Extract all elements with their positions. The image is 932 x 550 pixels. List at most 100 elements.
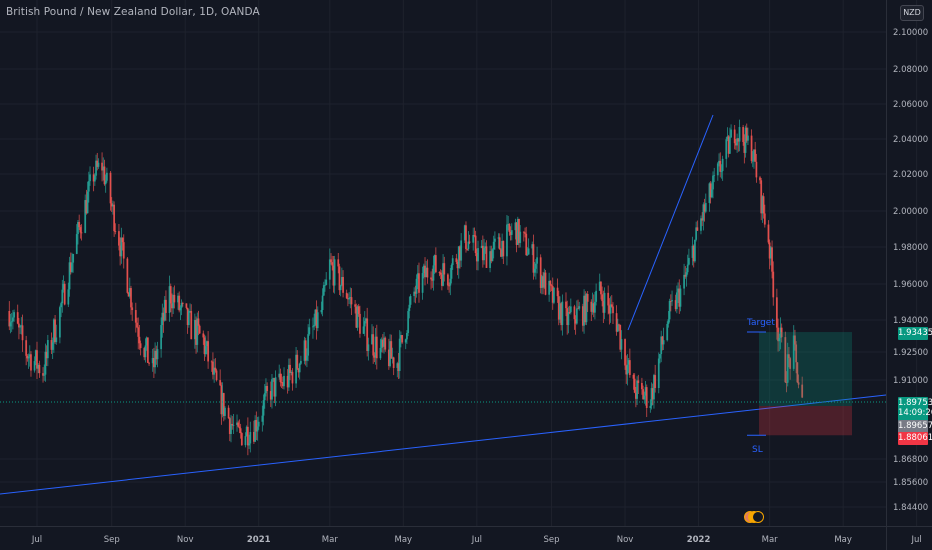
candle-body (627, 360, 630, 365)
candle-body (178, 295, 181, 311)
chart-title: British Pound / New Zealand Dollar, 1D, … (6, 6, 260, 18)
candle-body (455, 258, 458, 262)
candle-body (524, 232, 526, 234)
candle-body (598, 281, 601, 291)
candle-body (618, 324, 620, 326)
candle-body (238, 426, 241, 429)
candle-body (416, 273, 419, 279)
candle-body (559, 303, 561, 320)
candle-body (483, 247, 485, 261)
candle-body (583, 295, 585, 326)
candle-body (206, 341, 208, 347)
candle-body (736, 138, 739, 146)
candle-body (137, 327, 140, 337)
candle-body (624, 339, 626, 366)
candle-body (472, 234, 475, 243)
candle-body (19, 326, 22, 328)
candle-body (539, 257, 542, 288)
candle-body (531, 244, 534, 249)
x-tick-label: Jul (31, 535, 42, 545)
candle-body (553, 287, 555, 303)
mid-price-tag: 1.89657 (898, 420, 932, 433)
candle-body (447, 274, 449, 286)
candle-body (52, 319, 55, 343)
candle-body (130, 288, 132, 308)
candle-body (128, 288, 131, 297)
candle-body (507, 223, 510, 225)
candle-body (439, 272, 442, 275)
candle-body (383, 337, 385, 347)
candle-body (743, 141, 746, 153)
candle-body (202, 333, 205, 338)
candle-body (651, 388, 654, 400)
candle-body (742, 127, 745, 142)
candle-body (58, 307, 61, 338)
candle-body (286, 375, 289, 388)
candle-body (89, 174, 91, 182)
candle-body (354, 304, 357, 307)
candle-body (152, 358, 155, 368)
candle-body (686, 264, 689, 273)
candle-body (204, 346, 207, 355)
candle-body (654, 375, 657, 389)
candle-body (320, 310, 323, 313)
currency-button[interactable]: NZD (900, 5, 924, 21)
candle-body (160, 325, 163, 350)
candle-body (350, 297, 353, 305)
candle-body (272, 378, 275, 380)
y-tick-label: 1.98000 (893, 243, 928, 253)
candle-body (348, 298, 350, 300)
candle-body (372, 334, 375, 356)
x-tick-label: Sep (104, 535, 120, 545)
candle-body (751, 160, 754, 162)
candle-body (418, 273, 420, 293)
y-tick-label: 2.02000 (893, 170, 928, 180)
candle-body (716, 163, 719, 176)
candle-body (400, 335, 402, 339)
candle-body (703, 204, 706, 212)
candle-body (500, 249, 502, 257)
candle-body (37, 364, 40, 369)
candle-body (213, 367, 216, 375)
candle-body (594, 301, 596, 313)
candle-body (42, 373, 44, 376)
candle-body (105, 172, 108, 181)
candle-body (313, 324, 316, 327)
candle-body (409, 296, 412, 305)
candle-body (12, 317, 14, 322)
candle-body (215, 370, 218, 381)
candle-body (43, 374, 46, 376)
candle-body (27, 356, 30, 359)
candle-body (744, 127, 747, 153)
candle-body (355, 306, 358, 328)
last-price-tag: 1.89753 14:09:26 (898, 397, 932, 421)
candle-body (262, 400, 265, 416)
candle-body (786, 354, 789, 383)
candle-body (295, 354, 297, 384)
candle-body (363, 321, 366, 327)
candle-body (9, 322, 12, 327)
candle-body (433, 255, 436, 266)
candle-body (120, 237, 123, 257)
candle-body (374, 336, 377, 358)
candle-body (256, 426, 259, 432)
candle-body (151, 358, 154, 364)
candle-body (179, 307, 182, 311)
y-tick-label: 1.92500 (893, 348, 928, 358)
candle-body (210, 361, 213, 363)
candle-body (195, 320, 197, 345)
candle-body (440, 274, 443, 286)
candle-body (239, 428, 242, 434)
candle-body (95, 160, 97, 176)
candle-body (466, 248, 469, 250)
candle-body (768, 242, 771, 259)
economic-events-icon[interactable] (744, 511, 764, 525)
candle-body (45, 351, 48, 359)
candle-body (708, 183, 711, 203)
candle-body (312, 326, 314, 328)
candle-body (61, 289, 64, 304)
candle-body (113, 204, 116, 232)
candle-body (224, 407, 226, 416)
